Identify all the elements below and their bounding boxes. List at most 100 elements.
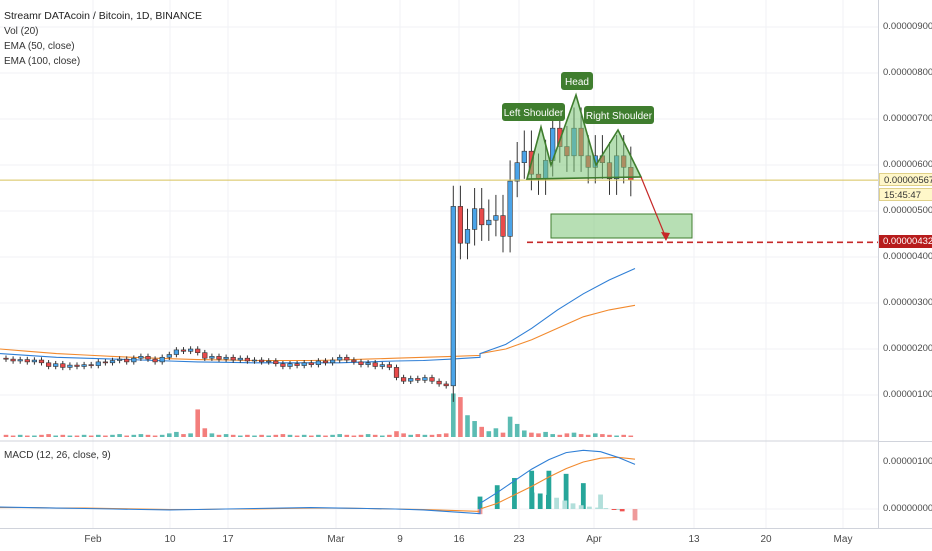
candle (429, 377, 435, 382)
target-zone (550, 213, 693, 239)
volume-bar (628, 435, 634, 437)
volume-bar (323, 435, 328, 437)
current-price-label: 0.00000567 (879, 173, 932, 186)
candle (365, 362, 371, 365)
volume-bar (429, 434, 435, 437)
volume-bar (436, 434, 442, 437)
legend-volume[interactable]: Vol (20) (4, 26, 39, 37)
candle (521, 150, 527, 163)
volume-bar (280, 434, 286, 437)
time-tick: Feb (84, 534, 102, 545)
candle (31, 359, 37, 363)
macd-histogram-bar (546, 470, 552, 509)
chart-area[interactable]: Left Shoulder Head Right Shoulder Streamr … (0, 0, 878, 528)
volume-bar (472, 421, 477, 437)
candle (372, 362, 378, 367)
volume-bar (46, 434, 51, 437)
volume-bar (309, 435, 314, 437)
macd-histogram-bar (615, 509, 621, 510)
volume-bar (273, 434, 279, 437)
volume-bar (74, 435, 80, 437)
volume-bar (330, 434, 335, 437)
candle (251, 359, 258, 362)
volume-bar (465, 415, 470, 437)
volume-bar (10, 435, 16, 437)
candle (102, 361, 108, 364)
volume-bar (344, 434, 350, 437)
candle (74, 364, 80, 367)
candle (358, 361, 364, 365)
time-tick: Mar (327, 534, 345, 545)
volume-bar (88, 435, 94, 437)
legend-macd[interactable]: MACD (12, 26, close, 9) (4, 450, 111, 461)
volume-bar (543, 431, 548, 437)
volume-bar (131, 434, 137, 437)
time-axis[interactable]: Feb 10 17 Mar 9 16 23 Apr 13 20 May (0, 528, 932, 551)
macd-line (0, 449, 636, 515)
time-tick: 10 (164, 534, 176, 545)
candle (60, 363, 66, 368)
candle (237, 357, 243, 361)
volume-bar (493, 428, 499, 437)
candle (53, 363, 59, 367)
volume-bar (266, 435, 271, 437)
volume-bar (67, 435, 73, 437)
volume-bar (252, 435, 257, 437)
candle (329, 359, 336, 364)
volume-bar (103, 435, 108, 437)
candle (223, 356, 229, 360)
candle (344, 356, 350, 361)
volume-bar (458, 397, 463, 437)
volume-bar (238, 435, 243, 437)
price-axis[interactable]: 0.00000900 0.00000800 0.00000700 0.00000… (878, 0, 932, 528)
volume-bar (422, 434, 428, 437)
macd-histogram-bar (632, 509, 638, 521)
candle (24, 359, 30, 363)
candle (188, 348, 194, 352)
macd-histogram-bar (529, 492, 535, 509)
candle (145, 356, 151, 360)
candle (173, 349, 180, 355)
candle (415, 378, 421, 381)
volume-bar (408, 434, 413, 437)
volume-bar (216, 434, 222, 437)
projection-arrow (640, 176, 667, 239)
candle (124, 358, 130, 363)
candle (138, 356, 144, 359)
volume-bar (174, 431, 179, 437)
volume-bar (500, 432, 506, 437)
legend-ema-100[interactable]: EMA (100, close) (4, 56, 81, 67)
volume-bar (17, 434, 23, 437)
legend-ema-50[interactable]: EMA (50, close) (4, 41, 75, 52)
volume-bar (195, 409, 200, 437)
candle (436, 380, 442, 385)
candle (301, 362, 307, 366)
volume-bar (358, 434, 364, 437)
time-tick: 9 (397, 534, 403, 545)
candle (493, 215, 499, 221)
candle (3, 357, 9, 360)
candle (202, 352, 208, 359)
volume-bar (181, 434, 186, 437)
volume-bar (145, 434, 151, 437)
price-chart[interactable]: Left Shoulder Head Right Shoulder (0, 0, 878, 528)
volume-bar (337, 434, 342, 437)
price-tick: 0.00000600 (883, 159, 932, 170)
candle (287, 363, 293, 367)
volume-bar (316, 434, 321, 437)
head-label: Head (565, 77, 589, 88)
time-tick: 20 (760, 534, 772, 545)
volume-bar (138, 434, 144, 437)
volume-bar (607, 434, 612, 437)
volume-bar (365, 434, 371, 437)
candle (393, 367, 400, 378)
chart-title[interactable]: Streamr DATAcoin / Bitcoin, 1D, BINANCE (4, 10, 202, 22)
candle (195, 348, 201, 353)
candle (422, 377, 428, 381)
head-shoulders-pattern (525, 92, 643, 180)
macd-histogram-bar (570, 503, 576, 509)
volume-bar (415, 434, 421, 437)
candle (152, 358, 158, 363)
macd-tick: 0.00000100 (883, 456, 932, 467)
volume-bar (536, 433, 541, 437)
